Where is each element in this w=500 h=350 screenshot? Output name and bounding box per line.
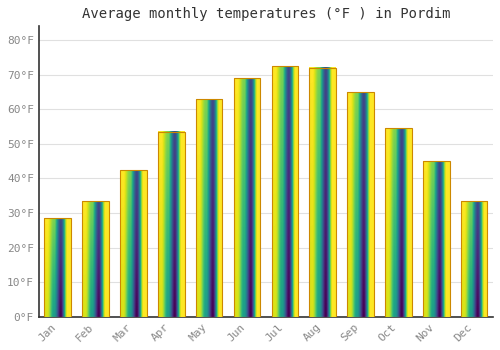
Bar [272, 66, 298, 317]
Bar [310, 68, 336, 317]
Bar [196, 99, 222, 317]
Bar [234, 78, 260, 317]
Bar [158, 132, 184, 317]
Bar [461, 201, 487, 317]
Bar [423, 161, 450, 317]
Bar [120, 170, 146, 317]
Bar [348, 92, 374, 317]
Bar [385, 128, 411, 317]
Title: Average monthly temperatures (°F ) in Pordim: Average monthly temperatures (°F ) in Po… [82, 7, 450, 21]
Bar [82, 201, 109, 317]
Bar [44, 218, 71, 317]
